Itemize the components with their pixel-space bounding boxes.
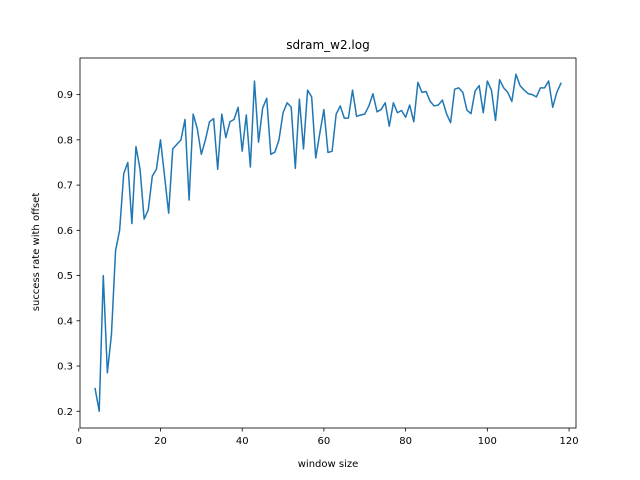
y-tick-label: 0.6: [57, 226, 73, 237]
y-tick-label: 0.9: [57, 90, 73, 101]
plot-area: [80, 58, 576, 428]
series-line: [94, 73, 562, 413]
x-tick-label: 40: [236, 436, 249, 447]
x-tick-label: 80: [399, 436, 412, 447]
y-tick-label: 0.7: [57, 181, 73, 192]
x-tick-label: 120: [560, 436, 579, 447]
y-tick-label: 0.4: [57, 316, 73, 327]
x-axis: 0 20 40 60 80 100 120: [76, 428, 579, 447]
x-tick-label: 0: [76, 436, 82, 447]
y-tick-label: 0.8: [57, 135, 73, 146]
y-tick-label: 0.3: [57, 362, 73, 373]
y-tick-label: 0.5: [57, 271, 73, 282]
series-layer: [94, 73, 562, 413]
x-tick-label: 20: [154, 436, 167, 447]
x-axis-label: window size: [298, 459, 359, 470]
y-tick-label: 0.2: [57, 407, 73, 418]
x-tick-label: 60: [318, 436, 331, 447]
x-tick-label: 100: [478, 436, 497, 447]
y-axis: 0.2 0.3 0.4 0.5 0.6 0.7 0.8 0.9: [57, 90, 80, 418]
y-axis-label: success rate with offset: [31, 193, 42, 312]
plot-frame: [79, 57, 577, 429]
chart-title: sdram_w2.log: [286, 38, 369, 52]
